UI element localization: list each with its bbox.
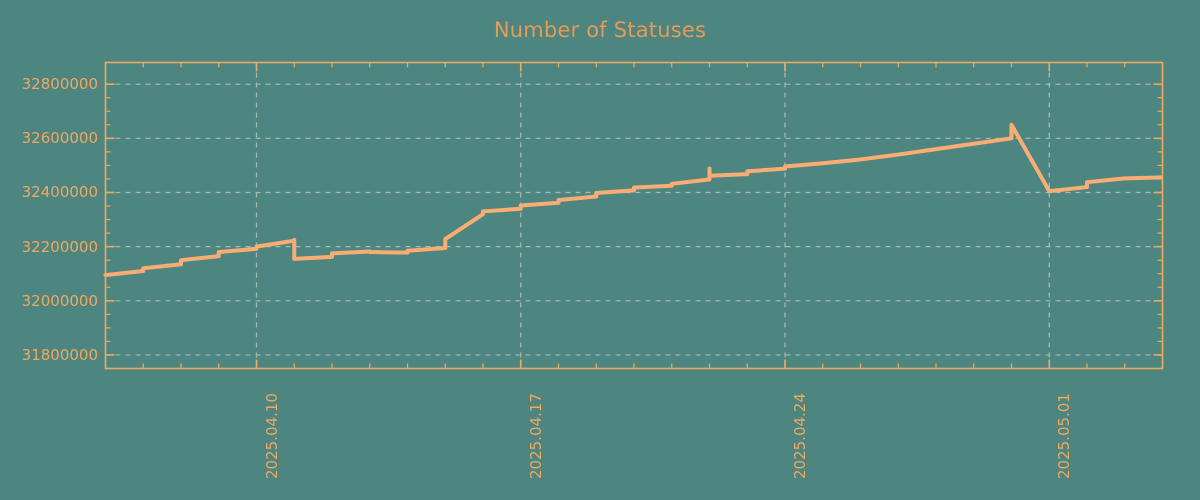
minor-tick-marks — [104, 62, 1164, 369]
x-tick-label: 2025.04.17 — [526, 392, 545, 479]
x-tick-label: 2025.04.10 — [262, 392, 281, 479]
chart-title: Number of Statuses — [493, 18, 707, 42]
major-tick-marks — [105, 62, 1163, 369]
y-tick-label: 32000000 — [21, 291, 98, 310]
y-tick-label: 31800000 — [21, 345, 98, 364]
y-tick-label: 32400000 — [21, 183, 98, 202]
x-tick-label: 2025.05.01 — [1055, 392, 1074, 479]
y-tick-label: 32600000 — [21, 129, 98, 148]
data-series-line — [103, 122, 1163, 278]
grid-lines — [105, 62, 1163, 369]
x-tick-label: 2025.04.24 — [791, 392, 809, 479]
plot-frame — [104, 61, 1164, 370]
y-tick-label: 32800000 — [21, 75, 98, 94]
y-tick-label: 32200000 — [21, 237, 98, 256]
